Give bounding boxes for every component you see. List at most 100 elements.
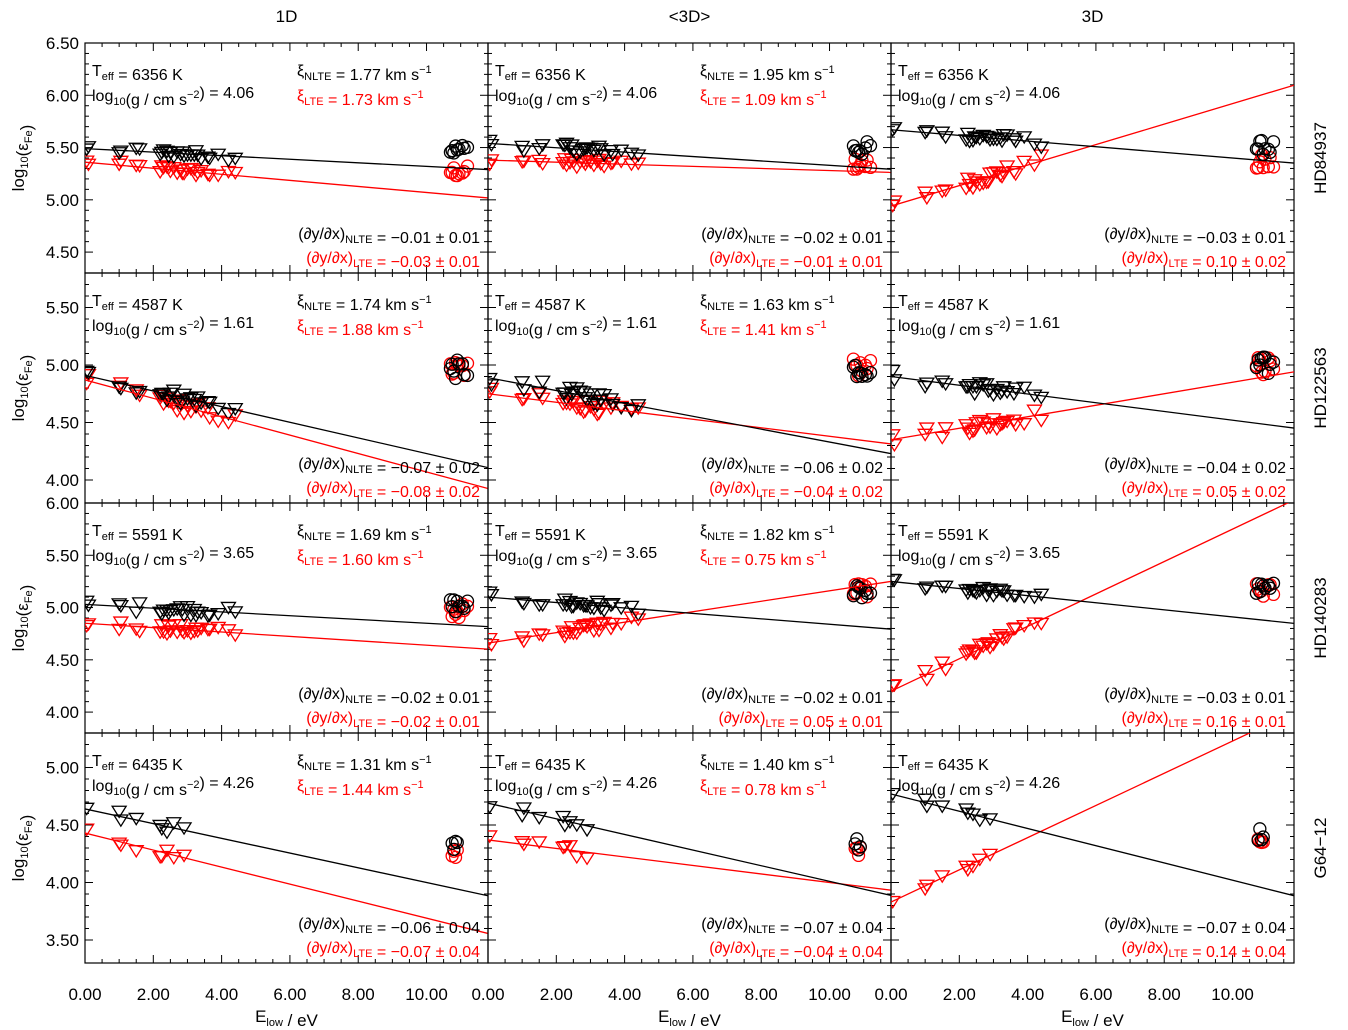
fe1-point-lte xyxy=(916,664,934,679)
fe1-point-lte xyxy=(590,624,608,638)
star-label: HD140283 xyxy=(1311,577,1330,658)
fe1-point-nlte xyxy=(220,601,237,615)
xi-nlte-annotation: ξNLTE = 1.63 km s−1 xyxy=(700,293,835,314)
fe2-point-nlte xyxy=(860,586,874,601)
xi-nlte-annotation: ξNLTE = 1.40 km s−1 xyxy=(700,753,835,774)
y-tick-label: 4.50 xyxy=(46,651,79,670)
teff-annotation: Teff = 6435 K xyxy=(898,753,989,774)
fe2-point-nlte xyxy=(863,365,878,380)
fe1-point-nlte xyxy=(110,805,128,819)
fe1-point-nlte xyxy=(515,597,533,611)
fit-line-nlte xyxy=(488,596,891,630)
fit-line-lte xyxy=(891,503,1290,692)
x-tick-label: 4.00 xyxy=(205,985,238,1004)
fit-line-lte xyxy=(488,839,891,891)
fit-line-lte xyxy=(85,161,488,199)
fe2-point-lte xyxy=(860,590,874,604)
fe1-point-lte xyxy=(891,199,901,213)
slope-lte-annotation: (∂y/∂x)LTE = −0.04 ± 0.02 xyxy=(709,480,883,501)
fe1-point-lte xyxy=(488,382,500,396)
fe1-point-lte xyxy=(961,178,978,192)
xi-nlte-annotation: ξNLTE = 1.31 km s−1 xyxy=(297,753,432,774)
fe1-point-nlte xyxy=(488,589,500,603)
fe1-point-lte xyxy=(175,849,193,863)
fe1-point-lte xyxy=(85,618,97,632)
column-title: 1D xyxy=(276,7,298,26)
fe2-point-nlte xyxy=(448,834,463,848)
slope-nlte-annotation: (∂y/∂x)NLTE = −0.07 ± 0.04 xyxy=(1104,916,1286,937)
teff-annotation: Teff = 5591 K xyxy=(495,523,586,544)
fe2-point-nlte xyxy=(460,368,475,383)
fe1-point-nlte xyxy=(201,152,218,166)
fe1-point-nlte xyxy=(966,388,983,402)
logg-annotation: log10(g / cm s−2) = 4.06 xyxy=(92,85,254,109)
slope-lte-annotation: (∂y/∂x)LTE = −0.07 ± 0.04 xyxy=(306,940,480,961)
logg-annotation: log10(g / cm s−2) = 4.06 xyxy=(898,85,1060,109)
fe1-point-nlte xyxy=(916,793,934,807)
fe1-point-lte xyxy=(162,165,179,179)
fe2-point-nlte xyxy=(452,357,466,371)
y-tick-label: 5.00 xyxy=(46,356,79,375)
fe1-point-lte xyxy=(918,422,936,436)
y-tick-label: 4.00 xyxy=(46,874,79,893)
fe1-point-lte xyxy=(558,159,575,173)
fe1-point-nlte xyxy=(558,599,575,613)
y-tick-label: 4.00 xyxy=(46,703,79,722)
x-tick-label: 10.00 xyxy=(405,985,448,1004)
x-tick-label: 4.00 xyxy=(1011,985,1044,1004)
fe1-point-lte xyxy=(531,836,548,850)
fe1-point-lte xyxy=(891,195,903,209)
fe1-point-nlte xyxy=(578,824,596,838)
fe1-point-nlte xyxy=(128,387,145,401)
fe1-point-lte xyxy=(964,860,982,874)
fe1-point-nlte xyxy=(189,149,206,163)
fe1-point-nlte xyxy=(968,131,985,145)
slope-nlte-annotation: (∂y/∂x)NLTE = −0.02 ± 0.01 xyxy=(701,686,883,707)
fe1-point-lte xyxy=(1005,623,1023,637)
fe1-point-nlte xyxy=(961,378,978,393)
fe1-point-nlte xyxy=(488,801,498,815)
fe1-point-nlte xyxy=(934,375,951,389)
fe2-point-nlte xyxy=(450,835,464,850)
fe1-point-nlte xyxy=(975,581,992,595)
fe1-point-lte xyxy=(189,625,206,639)
fe1-point-lte xyxy=(186,163,203,177)
logg-annotation: log10(g / cm s−2) = 1.61 xyxy=(92,315,254,339)
fe2-point-nlte xyxy=(851,843,866,857)
fe1-point-nlte xyxy=(572,385,589,399)
teff-annotation: Teff = 5591 K xyxy=(898,523,989,544)
fe1-point-lte xyxy=(554,841,572,855)
fe1-point-lte xyxy=(981,421,999,435)
fit-line-nlte xyxy=(891,793,1294,897)
fe1-point-nlte xyxy=(162,604,179,618)
fe2-point-nlte xyxy=(457,601,471,615)
fe2-point-nlte xyxy=(447,842,461,857)
fe1-point-lte xyxy=(561,840,579,854)
fit-line-lte xyxy=(85,379,488,490)
slope-lte-annotation: (∂y/∂x)LTE = −0.03 ± 0.01 xyxy=(306,250,480,271)
fe1-point-lte xyxy=(992,418,1009,433)
fe1-point-lte xyxy=(572,402,589,417)
fe1-point-lte xyxy=(515,635,533,649)
slope-lte-annotation: (∂y/∂x)LTE = −0.04 ± 0.04 xyxy=(709,940,883,961)
x-tick-label: 6.00 xyxy=(676,985,709,1004)
fe1-point-nlte xyxy=(155,144,172,158)
fe2-point-nlte xyxy=(1254,833,1269,847)
fe2-point-nlte xyxy=(1253,822,1267,836)
fe1-point-lte xyxy=(918,192,936,206)
fe1-point-nlte xyxy=(1007,589,1024,603)
fe2-point-nlte xyxy=(455,599,470,613)
logg-annotation: log10(g / cm s−2) = 4.26 xyxy=(898,775,1060,799)
fe2-point-lte xyxy=(1251,160,1265,175)
fe1-point-lte xyxy=(488,638,500,653)
fit-line-nlte xyxy=(891,580,1294,624)
fe1-point-lte xyxy=(158,844,176,858)
fe1-point-nlte xyxy=(623,147,640,161)
x-tick-label: 10.00 xyxy=(808,985,851,1004)
fe2-point-nlte xyxy=(1256,830,1270,844)
